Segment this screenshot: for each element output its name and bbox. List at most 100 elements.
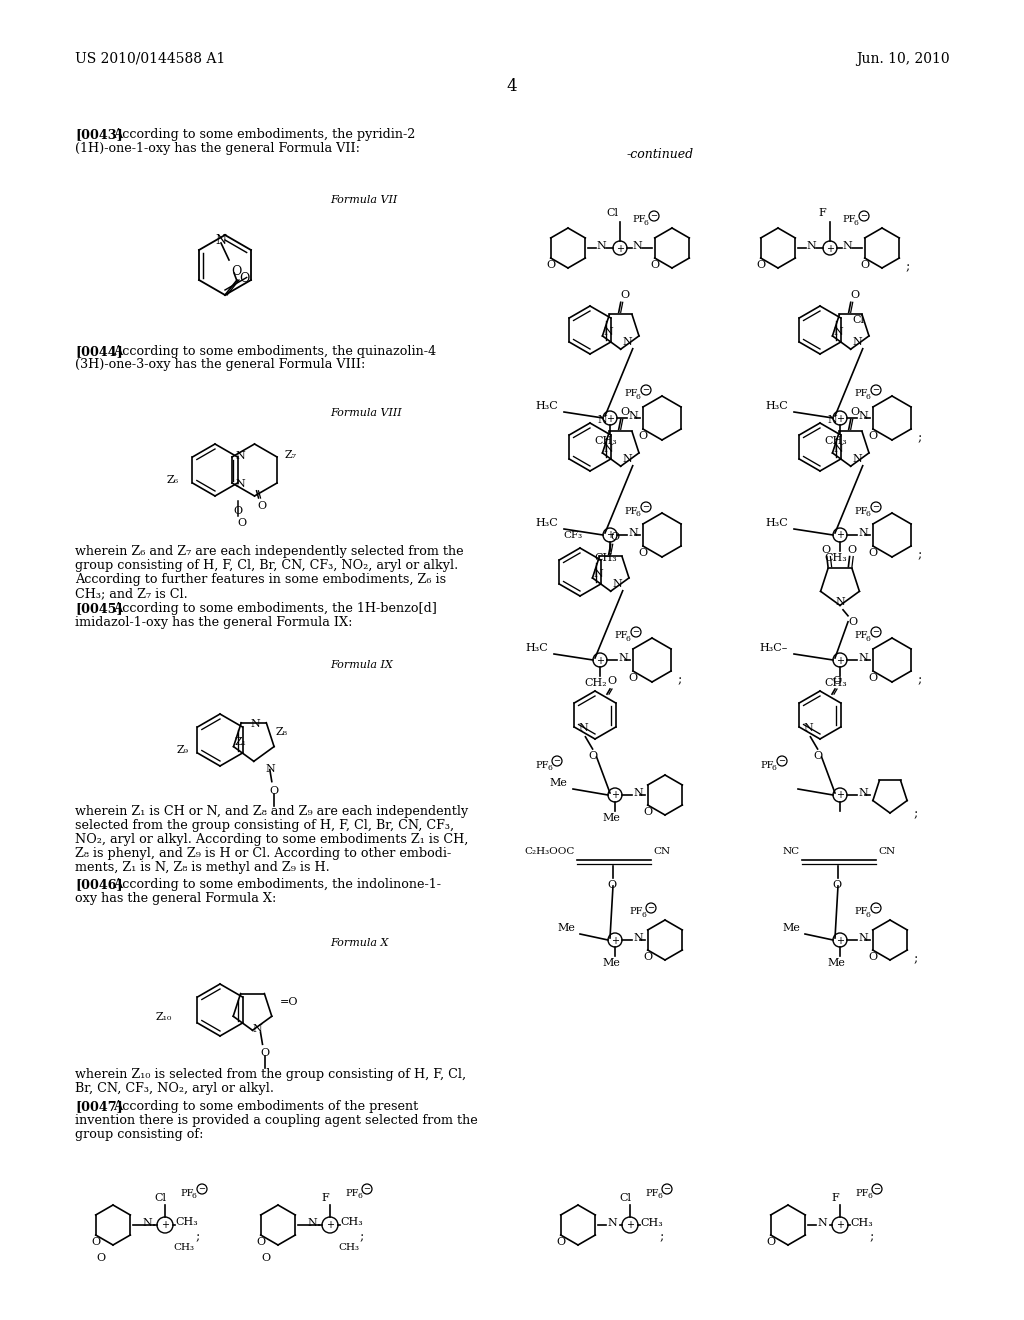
Text: PF: PF	[760, 760, 773, 770]
Text: N: N	[806, 242, 816, 251]
Text: (1H)-one-1-oxy has the general Formula VII:: (1H)-one-1-oxy has the general Formula V…	[75, 143, 360, 154]
Text: O: O	[833, 676, 842, 686]
Text: O: O	[607, 880, 616, 890]
Text: +: +	[836, 656, 844, 665]
Text: N: N	[842, 242, 852, 251]
Text: 6: 6	[636, 510, 641, 517]
Text: +: +	[606, 531, 614, 540]
Text: O: O	[621, 290, 630, 301]
Text: According to further features in some embodiments, Z₆ is: According to further features in some em…	[75, 573, 446, 586]
Text: Cl: Cl	[618, 1193, 631, 1203]
Text: O: O	[638, 432, 647, 441]
Text: PF: PF	[624, 389, 638, 399]
Text: O: O	[256, 1237, 265, 1247]
Text: CH₃: CH₃	[338, 1243, 359, 1251]
Text: CH₂: CH₂	[585, 678, 607, 688]
Text: 6: 6	[867, 1192, 871, 1200]
Text: −: −	[872, 385, 880, 395]
Text: CH₃: CH₃	[173, 1243, 194, 1251]
Text: PF: PF	[842, 215, 855, 224]
Text: [0043]: [0043]	[75, 128, 123, 141]
Text: ;: ;	[918, 548, 922, 561]
Text: O: O	[868, 673, 878, 682]
Text: −: −	[554, 756, 560, 766]
Text: PF: PF	[629, 908, 642, 916]
Text: −: −	[642, 503, 649, 511]
Text: wherein Z₁ is CH or N, and Z₈ and Z₉ are each independently: wherein Z₁ is CH or N, and Z₈ and Z₉ are…	[75, 805, 468, 818]
Text: According to some embodiments, the indolinone-1-: According to some embodiments, the indol…	[113, 878, 441, 891]
Text: O: O	[546, 260, 555, 271]
Text: +: +	[616, 243, 624, 253]
Text: −: −	[199, 1184, 206, 1193]
Text: +: +	[606, 413, 614, 424]
Text: −: −	[860, 211, 867, 220]
Text: CH₃: CH₃	[340, 1217, 362, 1228]
Text: CH₃: CH₃	[640, 1218, 663, 1228]
Text: N: N	[236, 450, 245, 461]
Text: CH₃; and Z₇ is Cl.: CH₃; and Z₇ is Cl.	[75, 587, 187, 601]
Text: +: +	[611, 936, 618, 945]
Text: O: O	[607, 676, 616, 686]
Text: N: N	[817, 1218, 826, 1228]
Text: N: N	[603, 327, 613, 337]
Text: O: O	[860, 260, 869, 271]
Text: N: N	[266, 763, 275, 774]
Text: Cl: Cl	[154, 1193, 166, 1203]
Text: Z₁: Z₁	[234, 737, 247, 747]
Text: −: −	[650, 211, 657, 220]
Text: group consisting of:: group consisting of:	[75, 1129, 204, 1140]
Text: 6: 6	[866, 510, 870, 517]
Text: 6: 6	[547, 764, 552, 772]
Text: N: N	[827, 416, 837, 425]
Text: +: +	[326, 1221, 334, 1230]
Text: O: O	[756, 260, 765, 271]
Text: CH₃: CH₃	[824, 678, 848, 688]
Text: +: +	[836, 791, 844, 800]
Text: =O: =O	[280, 997, 298, 1007]
Text: H₃C: H₃C	[525, 643, 548, 653]
Text: Z₇: Z₇	[285, 450, 297, 459]
Text: Me: Me	[602, 813, 620, 822]
Text: CN: CN	[878, 847, 895, 857]
Text: N: N	[633, 788, 643, 799]
Text: Formula VIII: Formula VIII	[330, 408, 401, 418]
Text: O: O	[628, 673, 637, 682]
Text: NC: NC	[783, 847, 800, 857]
Text: O: O	[643, 807, 652, 817]
Text: N: N	[251, 719, 261, 730]
Text: O: O	[848, 545, 856, 554]
Text: O: O	[643, 952, 652, 962]
Text: O: O	[258, 502, 267, 511]
Text: H₃C: H₃C	[536, 401, 558, 411]
Text: N: N	[597, 416, 607, 425]
Text: N: N	[579, 723, 588, 733]
Text: ;: ;	[918, 673, 922, 686]
Text: N: N	[853, 454, 862, 465]
Text: −: −	[873, 1184, 881, 1193]
Text: −: −	[872, 903, 880, 912]
Text: F: F	[322, 1193, 329, 1203]
Text: O: O	[556, 1237, 565, 1247]
Text: Formula IX: Formula IX	[330, 660, 393, 671]
Text: +: +	[596, 656, 604, 665]
Text: N: N	[593, 569, 603, 579]
Text: H₃C: H₃C	[536, 517, 558, 528]
Text: N: N	[142, 1218, 152, 1228]
Text: N: N	[858, 528, 867, 539]
Text: −: −	[872, 503, 880, 511]
Text: N: N	[603, 444, 613, 454]
Text: -continued: -continued	[627, 148, 693, 161]
Text: O: O	[848, 616, 857, 627]
Text: O: O	[621, 408, 630, 417]
Text: CH₃: CH₃	[595, 553, 617, 564]
Text: N: N	[618, 653, 628, 663]
Text: PF: PF	[854, 631, 867, 640]
Text: PF: PF	[854, 389, 867, 399]
Text: wherein Z₆ and Z₇ are each independently selected from the: wherein Z₆ and Z₇ are each independently…	[75, 545, 464, 558]
Text: (3H)-one-3-oxy has the general Formula VIII:: (3H)-one-3-oxy has the general Formula V…	[75, 358, 366, 371]
Text: CH₃: CH₃	[824, 436, 848, 446]
Text: Cl: Cl	[852, 315, 864, 326]
Text: F: F	[831, 1193, 839, 1203]
Text: −: −	[778, 756, 785, 766]
Text: O: O	[766, 1237, 775, 1247]
